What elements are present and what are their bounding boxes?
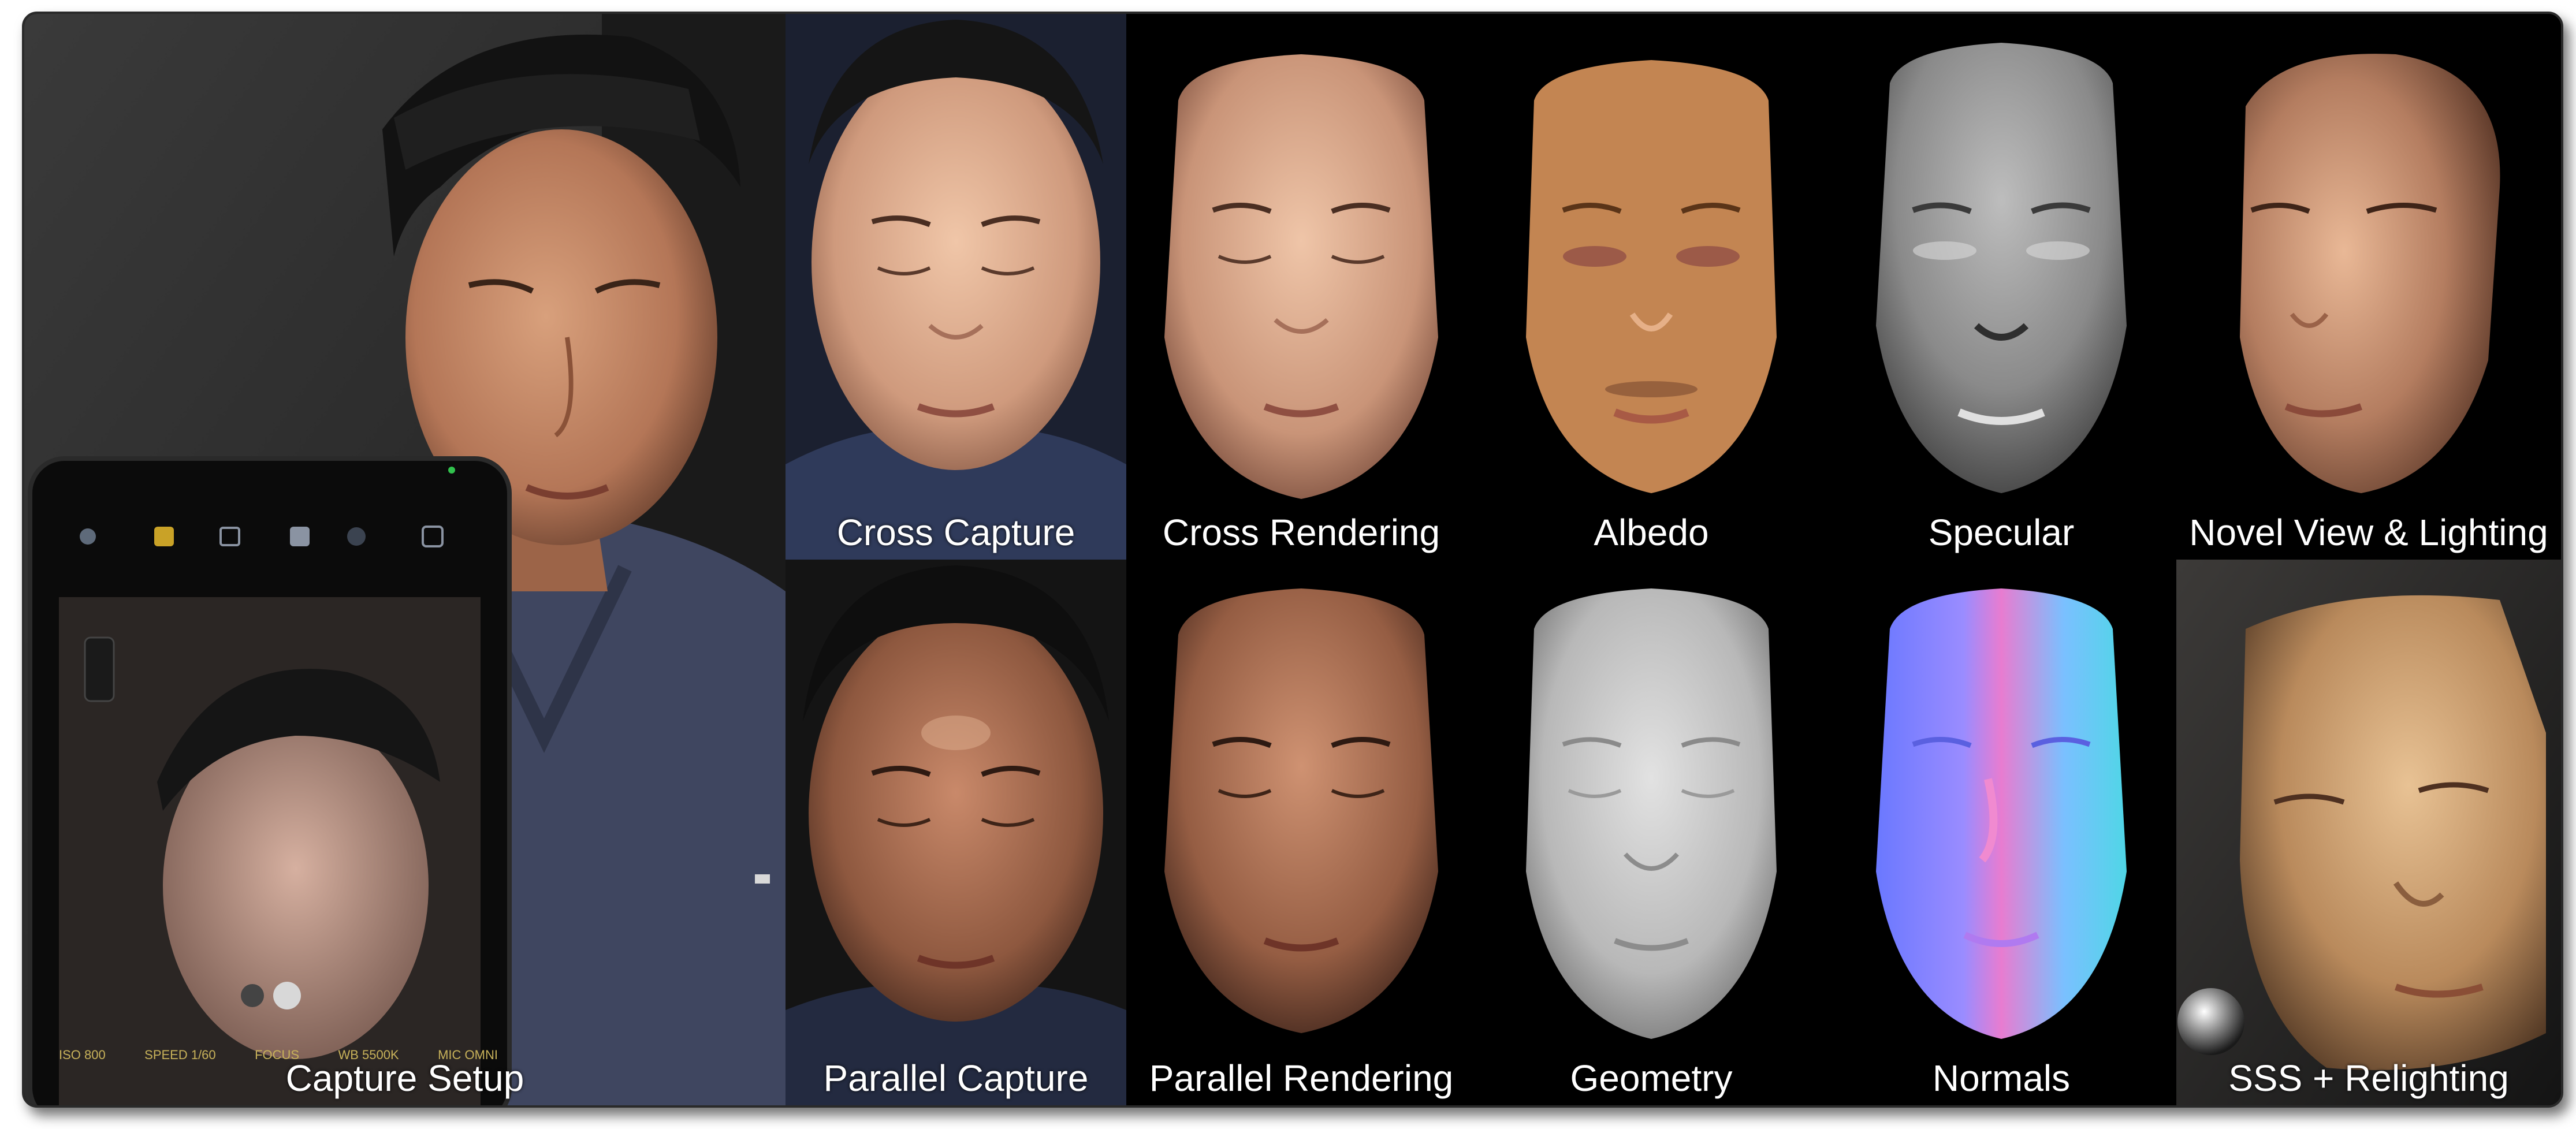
panel-normals: Normals (1826, 560, 2176, 1105)
caption-parallel-rendering: Parallel Rendering (1149, 1057, 1454, 1099)
novel-view-image (2176, 14, 2561, 560)
panel-specular: Specular (1826, 14, 2176, 560)
caption-albedo: Albedo (1594, 512, 1709, 553)
geometry-image (1476, 560, 1826, 1105)
phone-mode-labels: ISO 800 SPEED 1/60 FOCUS WB 5500K MIC OM… (59, 1048, 498, 1063)
caption-capture-setup: Capture Setup (285, 1057, 524, 1099)
parallel-capture-image (786, 560, 1126, 1105)
phone-mode-label: MIC OMNI (438, 1048, 498, 1062)
phone-mode-label: WB 5500K (338, 1048, 399, 1062)
phone-mode-label: ISO 800 (59, 1048, 106, 1062)
caption-cross-rendering: Cross Rendering (1162, 512, 1440, 553)
panel-capture-setup: ISO 800 SPEED 1/60 FOCUS WB 5500K MIC OM… (24, 14, 786, 1105)
specular-image (1826, 14, 2176, 560)
panel-sss-relighting: SSS + Relighting (2176, 560, 2561, 1105)
panel-parallel-capture: Parallel Capture (786, 560, 1126, 1105)
panel-albedo: Albedo (1476, 14, 1826, 560)
figure-frame: ISO 800 SPEED 1/60 FOCUS WB 5500K MIC OM… (22, 12, 2563, 1108)
caption-novel-view: Novel View & Lighting (2189, 512, 2548, 553)
normals-image (1826, 560, 2176, 1105)
panel-cross-rendering: Cross Rendering (1126, 14, 1476, 560)
capture-setup-image (24, 14, 786, 1105)
caption-geometry: Geometry (1570, 1057, 1733, 1099)
phone-mode-label: FOCUS (255, 1048, 300, 1062)
caption-sss-relighting: SSS + Relighting (2228, 1057, 2509, 1099)
phone-mode-label: SPEED 1/60 (144, 1048, 216, 1062)
caption-specular: Specular (1928, 512, 2075, 553)
albedo-image (1476, 14, 1826, 560)
cross-capture-image (786, 14, 1126, 560)
panel-geometry: Geometry (1476, 560, 1826, 1105)
parallel-rendering-image (1126, 560, 1476, 1105)
caption-parallel-capture: Parallel Capture (823, 1057, 1089, 1099)
panel-cross-capture: Cross Capture (786, 14, 1126, 560)
cross-rendering-image (1126, 14, 1476, 560)
panel-novel-view: Novel View & Lighting (2176, 14, 2561, 560)
panel-parallel-rendering: Parallel Rendering (1126, 560, 1476, 1105)
caption-normals: Normals (1932, 1057, 2071, 1099)
caption-cross-capture: Cross Capture (836, 512, 1075, 553)
sss-relighting-image (2176, 560, 2561, 1105)
